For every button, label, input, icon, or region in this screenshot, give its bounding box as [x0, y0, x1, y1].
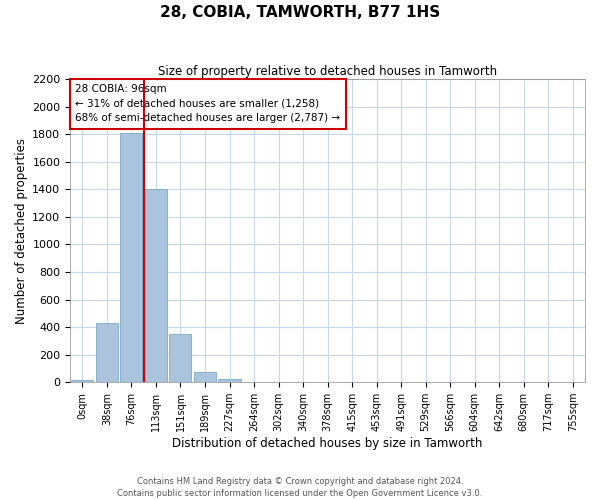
Bar — [169, 334, 191, 382]
Bar — [121, 133, 142, 382]
Y-axis label: Number of detached properties: Number of detached properties — [15, 138, 28, 324]
Bar — [218, 379, 241, 382]
Text: Contains HM Land Registry data © Crown copyright and database right 2024.
Contai: Contains HM Land Registry data © Crown c… — [118, 476, 482, 498]
Bar — [71, 380, 94, 382]
Bar — [96, 323, 118, 382]
Text: 28, COBIA, TAMWORTH, B77 1HS: 28, COBIA, TAMWORTH, B77 1HS — [160, 5, 440, 20]
Bar — [145, 190, 167, 382]
Title: Size of property relative to detached houses in Tamworth: Size of property relative to detached ho… — [158, 65, 497, 78]
Text: 28 COBIA: 96sqm
← 31% of detached houses are smaller (1,258)
68% of semi-detache: 28 COBIA: 96sqm ← 31% of detached houses… — [75, 84, 340, 124]
Bar — [194, 372, 216, 382]
X-axis label: Distribution of detached houses by size in Tamworth: Distribution of detached houses by size … — [172, 437, 483, 450]
